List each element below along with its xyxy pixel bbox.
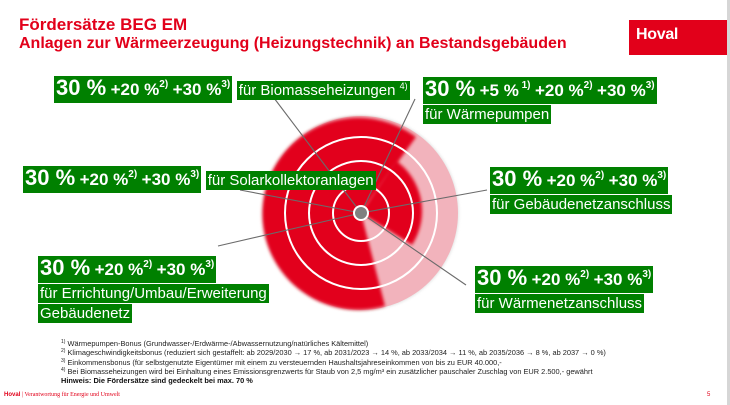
connector-heat-pumps [360, 98, 416, 214]
bonus-rate: +20 % [110, 80, 160, 99]
page-subtitle: Anlagen zur Wärmeerzeugung (Heizungstech… [19, 35, 567, 52]
bonus-rate: +20 % [79, 170, 129, 189]
footnote-ref: 3) [205, 259, 215, 270]
callout-label: für Gebäudenetzanschluss [490, 195, 673, 214]
footnote-ref: 1) [518, 80, 531, 91]
rate-line: 30 % +20 %2) +30 %3) [54, 75, 233, 103]
callout-heat-network-connection: 30 % +20 %2) +30 %3) für Wärmenetzanschl… [475, 266, 730, 313]
base-rate: 30 % [425, 76, 476, 101]
ring-outer [284, 136, 438, 290]
footnote: 4) Bei Biomasseheizungen wird bei Einhal… [61, 367, 606, 376]
rate-line: 30 % +20 %2) +30 %3) [38, 255, 217, 283]
callout-label: für Wärmepumpen [423, 105, 552, 124]
bonus-rate: +20 % [546, 171, 596, 190]
footnote: 1) Wärmepumpen-Bonus (Grundwasser-/Erdwä… [61, 339, 606, 348]
footnote-ref: 3) [190, 169, 200, 180]
footnote-ref: 2) [159, 79, 169, 90]
callout-biomass: 30 % +20 %2) +30 %3) für Biomasseheizung… [54, 76, 410, 103]
disc-dark-sector-inner [361, 160, 423, 245]
connector-heat-network-connection [360, 212, 467, 286]
footnote-ref: 2) [595, 170, 605, 181]
footnote-ref: 3) [657, 170, 667, 181]
footnote-ref: 4) [399, 81, 408, 91]
rate-line: 30 % +20 %2) +30 %3) [490, 166, 669, 194]
callout-label-line2: Gebäudenetz [38, 304, 133, 323]
bonus-rate: +30 % [608, 171, 658, 190]
hoval-logo: Hoval [629, 20, 727, 55]
callout-solar: 30 % +20 %2) +30 %3) für Solarkollektora… [23, 166, 376, 193]
callout-label: für Errichtung/Umbau/Erweiterung [38, 284, 269, 303]
bonus-rate: +30 % [597, 81, 646, 100]
footnote-text: Bei Biomasseheizungen wird bei Einhaltun… [65, 366, 593, 376]
base-rate: 30 % [477, 265, 528, 290]
footnote-ref: 2) [583, 80, 593, 91]
footnotes: 1) Wärmepumpen-Bonus (Grundwasser-/Erdwä… [61, 339, 606, 385]
callout-building-network-connection: 30 % +20 %2) +30 %3) für Gebäudenetzansc… [490, 167, 730, 214]
footnote-mark: 4) [61, 366, 66, 373]
footnote-text: Klimageschwindigkeitsbonus (reduziert si… [65, 348, 606, 358]
callout-label: für Wärmenetzanschluss [475, 294, 645, 313]
bonus-rate: +30 % [141, 170, 191, 189]
footnote-text: Wärmepumpen-Bonus (Grundwasser-/Erdwärme… [65, 339, 369, 348]
footer-brand: Hoval | Verantwortung für Energie und Um… [4, 392, 120, 398]
base-rate: 30 % [40, 255, 91, 280]
connector-building-network-construction [217, 212, 362, 247]
rate-line: 30 % +20 %2) +30 %3) [23, 165, 202, 193]
footnote-ref: 2) [128, 169, 138, 180]
footnote-text: Einkommensbonus (für selbstgenutzte Eige… [65, 357, 502, 367]
footnote-ref: 3) [645, 80, 655, 91]
callout-label: für Biomasseheizungen 4) [236, 81, 410, 100]
callout-label: für Solarkollektoranlagen [205, 171, 376, 190]
base-rate: 30 % [25, 165, 76, 190]
callout-building-network-construction: 30 % +20 %2) +30 %3) für Errichtung/Umba… [38, 256, 269, 323]
bonus-rate: +20 % [94, 260, 144, 279]
callout-label-text: für Solarkollektoranlagen [207, 172, 374, 189]
connector-solar [239, 189, 362, 214]
footer-separator: | [20, 392, 25, 398]
callout-label-text: für Wärmenetzanschluss [477, 295, 643, 312]
callout-label-text: für Biomasseheizungen [238, 82, 396, 99]
footnote-mark: 1) [61, 339, 66, 345]
footnote-ref: 2) [580, 269, 590, 280]
rate-line: 30 % +20 %2) +30 %3) [475, 265, 654, 293]
bonus-rate: +20 % [531, 270, 581, 289]
footnote: 2) Klimageschwindigkeitsbonus (reduziert… [61, 348, 606, 357]
bonus-rate: +30 % [172, 80, 222, 99]
disc-center-hub [353, 205, 369, 221]
connector-lines [217, 97, 488, 286]
ring-middle [308, 160, 414, 266]
connector-building-network-connection [360, 189, 488, 214]
rate-line: 30 % +5 % 1) +20 %2) +30 %3) [423, 77, 657, 104]
connector-biomass [273, 97, 362, 214]
bonus-rate: +30 % [593, 270, 643, 289]
footnote-mark: 3) [61, 357, 66, 364]
footnote-mark: 2) [61, 348, 66, 355]
page-title: Fördersätze BEG EM [19, 15, 188, 34]
max-rate-hint: Hinweis: Die Fördersätze sind gedeckelt … [61, 376, 253, 386]
footnote-ref: 3) [221, 79, 231, 90]
footer-brand-name: Hoval [4, 392, 21, 398]
footnote-ref: 3) [642, 269, 652, 280]
page-number: 5 [707, 392, 711, 398]
callout-label-text: für Wärmepumpen [425, 106, 550, 123]
base-rate: 30 % [492, 166, 543, 191]
footnote-ref: 2) [143, 259, 153, 270]
footnote: 3) Einkommensbonus (für selbstgenutzte E… [61, 358, 606, 367]
callout-heat-pumps: 30 % +5 % 1) +20 %2) +30 %3) für Wärmepu… [423, 77, 730, 124]
footer-tagline: Verantwortung für Energie und Umwelt [24, 392, 120, 398]
base-rate: 30 % [56, 75, 107, 100]
page-edge-divider [727, 0, 730, 405]
callout-label-text: für Gebäudenetzanschluss [492, 196, 671, 213]
bonus-rate: +30 % [156, 260, 206, 279]
bonus-rate: +20 % [534, 81, 584, 100]
bonus-rate: +5 % [479, 81, 519, 100]
